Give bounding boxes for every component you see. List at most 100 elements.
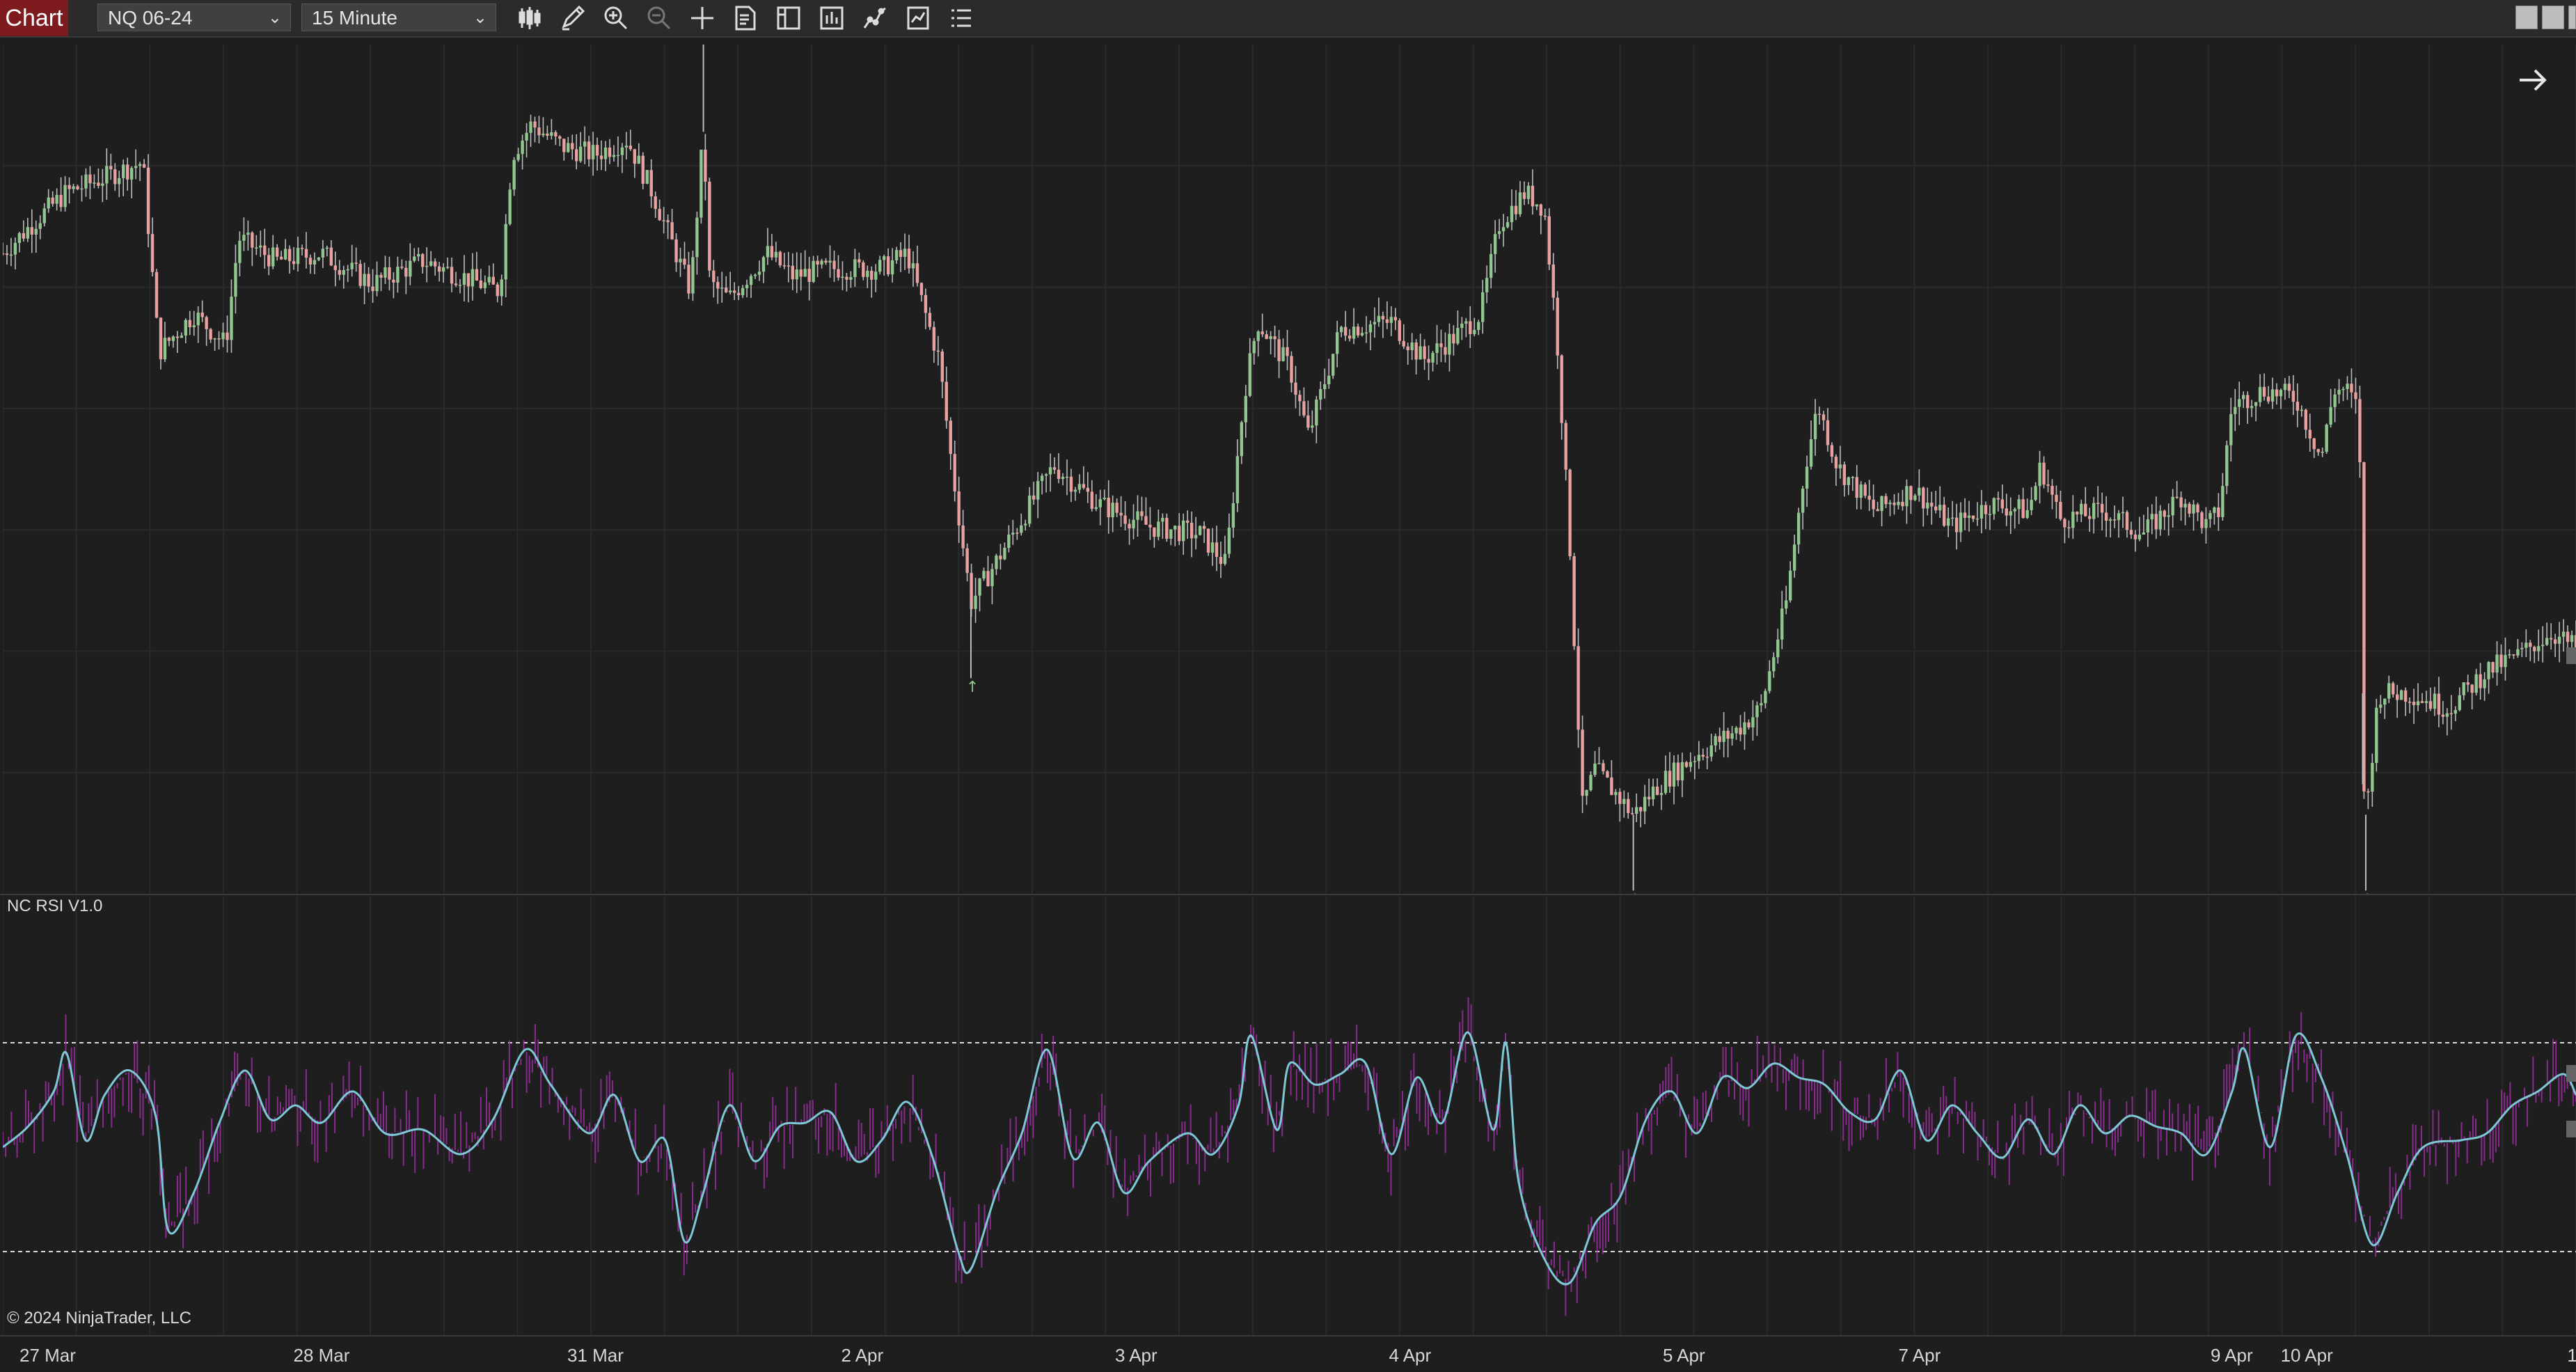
candle-body (441, 267, 445, 272)
candle-body (2533, 647, 2536, 652)
candle-body (2146, 519, 2150, 533)
candle-body (1942, 505, 1946, 526)
candle-body (1838, 464, 1842, 468)
price-panel[interactable]: ↑ ↑ ↑ (3, 45, 2576, 894)
candle-body (1705, 757, 1709, 758)
candle-body (196, 313, 200, 326)
candle-body (2371, 763, 2374, 792)
candle-body (163, 338, 167, 360)
indicators-icon[interactable] (859, 3, 891, 33)
candle-body (886, 256, 890, 275)
panel-divider[interactable] (0, 894, 2576, 895)
candle-body (1165, 517, 1169, 539)
candle-body (1664, 771, 1668, 794)
candle-body (2183, 503, 2187, 507)
candle-body (2270, 389, 2275, 402)
candle-body (1510, 205, 1514, 223)
candle-body (2266, 396, 2270, 402)
arrow-right-icon[interactable] (2514, 61, 2552, 99)
candle-body (2150, 514, 2154, 520)
candle-body (778, 251, 782, 266)
candle-body (2387, 683, 2391, 699)
time-tick-label: 27 Mar (19, 1345, 76, 1366)
restore-window-button[interactable] (2515, 6, 2538, 29)
candle-body (554, 132, 558, 136)
candle-body (1077, 484, 1082, 490)
candle-body (1564, 423, 1567, 470)
candle-body (279, 256, 283, 260)
zoom-in-icon[interactable] (600, 3, 632, 33)
candle-body (832, 260, 836, 269)
candle-body (1655, 787, 1659, 796)
properties-icon[interactable] (902, 3, 934, 33)
crosshair-icon[interactable] (686, 3, 718, 33)
time-tick-label: 3 Apr (1114, 1345, 1157, 1366)
candle-body (1610, 777, 1613, 796)
candle-body (915, 263, 919, 283)
data-box-icon[interactable] (729, 3, 761, 33)
candle-body (1190, 523, 1194, 539)
candle-body (1589, 775, 1593, 790)
list-icon[interactable] (945, 3, 977, 33)
candle-body (1157, 521, 1160, 537)
candle-body (259, 245, 262, 248)
time-tick-label: 2 Apr (841, 1345, 884, 1366)
candle-body (1140, 511, 1144, 517)
chart-tab[interactable]: Chart (0, 0, 68, 36)
strategies-icon[interactable] (816, 3, 848, 33)
candle-body (1161, 517, 1164, 522)
candle-body (1356, 326, 1360, 336)
maximize-window-button[interactable] (2542, 6, 2564, 29)
close-window-button[interactable] (2568, 6, 2576, 29)
candle-body (2358, 399, 2362, 463)
interval-select[interactable]: 15 Minute ⌄ (301, 3, 496, 31)
candle-body (700, 149, 703, 218)
candle-body (1689, 762, 1693, 767)
candle-body (1735, 727, 1738, 734)
rsi-panel[interactable] (3, 897, 2576, 1335)
candle-body (2163, 510, 2166, 517)
candle-body (2412, 702, 2416, 705)
candle-body (629, 145, 633, 150)
bar-type-icon[interactable] (514, 3, 546, 33)
candle-body (238, 240, 242, 263)
candle-body (1922, 487, 1925, 509)
candle-body (504, 223, 507, 280)
candle-body (167, 338, 171, 341)
candle-body (234, 262, 237, 297)
candle-body (512, 159, 516, 190)
candle-body (986, 571, 990, 587)
candle-body (1223, 553, 1227, 565)
candle-body (1876, 509, 1879, 512)
signal-arrow: ↑ (966, 679, 979, 696)
candle-body (1627, 798, 1630, 813)
candle-body (267, 255, 271, 267)
candle-body (749, 276, 753, 285)
candle-body (1210, 542, 1215, 553)
candle-body (42, 208, 46, 223)
candle-body (1069, 476, 1073, 492)
chart-trader-icon[interactable] (773, 3, 805, 33)
candle-body (2055, 494, 2058, 503)
candle-body (1231, 503, 1235, 528)
candle-body (1489, 253, 1493, 278)
candle-body (945, 381, 948, 421)
candle-body (433, 261, 437, 267)
candle-body (1277, 339, 1281, 361)
pencil-icon[interactable] (557, 3, 589, 33)
candle-body (2321, 451, 2324, 453)
zoom-out-icon[interactable] (643, 3, 675, 33)
candle-body (2570, 635, 2574, 642)
time-axis[interactable]: 27 Mar 28 Mar 31 Mar 2 Apr 3 Apr 4 Apr 5 Apr 7 … (0, 1335, 2576, 1372)
candle-body (757, 271, 761, 275)
candle-body (2479, 674, 2482, 688)
candle-body (645, 170, 649, 184)
candle-body (2096, 503, 2100, 504)
instrument-select[interactable]: NQ 06-24 ⌄ (97, 3, 291, 31)
candle-body (2304, 409, 2307, 430)
candle-body (26, 227, 30, 239)
candle-body (736, 292, 741, 296)
candle-body (354, 262, 358, 265)
candle-body (894, 250, 899, 260)
candle-body (80, 188, 84, 190)
